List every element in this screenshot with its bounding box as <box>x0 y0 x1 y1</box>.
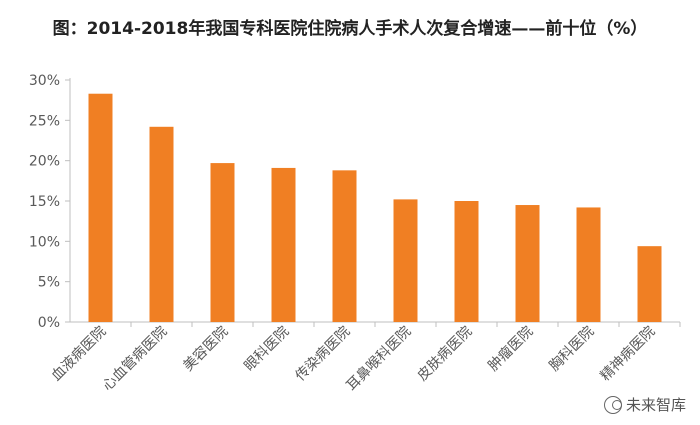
wechat-icon <box>603 395 622 414</box>
x-tick-label: 心血管病医院 <box>100 324 171 395</box>
bar <box>393 199 418 322</box>
x-tick-label: 胸科医院 <box>546 324 597 375</box>
bar <box>332 170 357 322</box>
x-tick-label: 精神病医院 <box>598 324 659 385</box>
y-tick-label: 20% <box>29 154 60 170</box>
y-tick-label: 10% <box>29 234 60 250</box>
x-tick-label: 血液病医院 <box>49 324 110 385</box>
bar <box>454 201 479 322</box>
y-tick-label: 25% <box>29 113 60 129</box>
x-tick-label: 眼科医院 <box>241 324 292 375</box>
watermark-text: 未来智库 <box>625 396 686 414</box>
bar <box>576 207 601 322</box>
x-tick-label: 耳鼻喉科医院 <box>343 323 414 394</box>
y-tick-label: 15% <box>29 194 60 210</box>
x-tick-label: 肿瘤医院 <box>485 323 537 375</box>
bar <box>149 126 174 322</box>
bar <box>637 246 662 322</box>
x-tick-label: 传染病医院 <box>293 324 354 385</box>
chart-title: 图：2014-2018年我国专科医院住院病人手术人次复合增速——前十位（%） <box>52 19 648 39</box>
bar <box>88 93 113 322</box>
y-tick-label: 30% <box>29 73 60 89</box>
bar <box>210 163 235 322</box>
bar <box>271 167 296 322</box>
watermark: 未来智库 <box>603 394 686 415</box>
y-tick-label: 0% <box>38 315 60 331</box>
x-tick-label: 皮肤病医院 <box>415 324 476 385</box>
bar <box>515 205 540 322</box>
x-tick-label: 美容医院 <box>180 323 232 375</box>
y-tick-label: 5% <box>38 275 60 291</box>
